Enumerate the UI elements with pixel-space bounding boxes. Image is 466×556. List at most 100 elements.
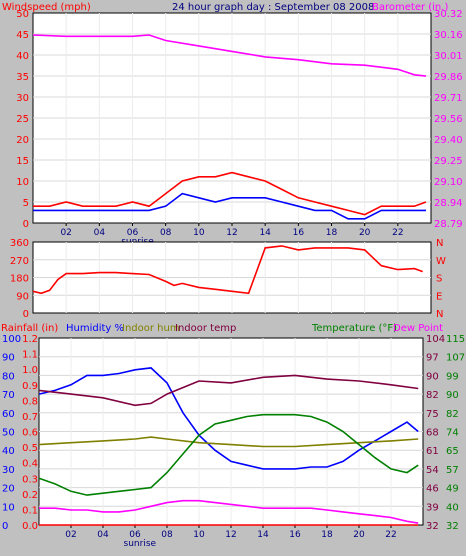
indoor-temp-tick-label: 32 [426, 521, 439, 532]
temperature-tick-label: 74 [446, 428, 459, 439]
windspeed-tick-label: 30 [16, 93, 29, 104]
direction-tick-label: 270 [10, 256, 29, 267]
temperature-tick-label: 90 [446, 390, 459, 401]
temperature-tick-label: 82 [446, 409, 459, 420]
barometer-axis-title: Barometer (in.) [372, 2, 448, 13]
wind-x-tick-label: 04 [94, 228, 106, 238]
temperature-tick-label: 99 [446, 371, 459, 382]
temperature-tick-label: 32 [446, 521, 459, 532]
windspeed-tick-label: 0 [23, 219, 29, 230]
barometer-tick-label: 29.71 [434, 93, 463, 104]
direction-tick-label: 360 [10, 238, 29, 249]
rainfall-tick-label: 0.2 [22, 490, 38, 501]
dewpoint-axis-title: Dew Point [393, 323, 443, 334]
windspeed-tick-label: 25 [16, 114, 29, 125]
barometer-tick-label: 29.56 [434, 114, 463, 125]
chart-title: 24 hour graph day : September 08 2008 [172, 2, 374, 13]
wind-x-tick-label: 10 [193, 228, 205, 238]
barometer-line [32, 34, 427, 77]
windspeed-tick-label: 50 [16, 9, 29, 20]
humidity-tick-label: 0 [2, 521, 8, 532]
wind-x-tick-label: 18 [326, 228, 338, 238]
temperature-tick-label: 107 [446, 353, 465, 364]
wind-x-tick-label: 06 [127, 228, 139, 238]
wind-x-tick-label: 14 [259, 228, 271, 238]
indoor-temp-tick-label: 54 [426, 465, 439, 476]
humidity-line [38, 367, 419, 470]
wind-x-tick-label: 08 [160, 228, 172, 238]
indoor-temp-tick-label: 90 [426, 371, 439, 382]
humidity-tick-label: 50 [2, 428, 15, 439]
indoor-temp-tick-label: 82 [426, 390, 439, 401]
compass-tick-label: W [436, 256, 446, 267]
compass-tick-label: E [436, 291, 442, 302]
humidity-x-tick-label: 20 [353, 530, 365, 540]
humidity-tick-label: 100 [2, 334, 21, 345]
temperature-tick-label: 49 [446, 484, 459, 495]
rainfall-tick-label: 0.6 [22, 428, 38, 439]
humidity-sunrise-label: sunrise [124, 539, 157, 549]
rainfall-tick-label: 0.8 [22, 396, 38, 407]
barometer-tick-label: 30.16 [434, 30, 463, 41]
indoor-temp-tick-label: 39 [426, 502, 439, 513]
windspeed-tick-label: 10 [16, 177, 29, 188]
rainfall-tick-label: 0.4 [22, 459, 38, 470]
rainfall-tick-label: 0.1 [22, 505, 38, 516]
indoor-temp-axis-title: Indoor temp [175, 323, 236, 334]
barometer-tick-label: 29.10 [434, 177, 463, 188]
barometer-tick-label: 29.40 [434, 135, 463, 146]
compass-tick-label: S [436, 274, 442, 285]
humidity-x-tick-label: 04 [97, 530, 109, 540]
humidity-axis-title: Humidity % [66, 323, 124, 334]
wind-x-tick-label: 12 [226, 228, 237, 238]
windspeed-tick-label: 45 [16, 30, 29, 41]
rainfall-tick-label: 0.5 [22, 443, 38, 454]
indoor-temp-line [38, 374, 419, 407]
compass-tick-label: N [436, 238, 443, 249]
dewpoint-line [39, 499, 419, 524]
windspeed-tick-label: 35 [16, 72, 29, 83]
wind-speed-line [33, 192, 426, 220]
barometer-tick-label: 28.79 [434, 219, 463, 230]
indoor-temp-tick-label: 46 [426, 484, 439, 495]
wind-gust-line [33, 171, 427, 216]
humidity-x-tick-label: 02 [65, 530, 76, 540]
wind-x-tick-label: 02 [60, 228, 71, 238]
humidity-tick-label: 10 [2, 502, 15, 513]
humidity-tick-label: 20 [2, 484, 15, 495]
humidity-tick-label: 70 [2, 390, 15, 401]
indoor-temp-tick-label: 104 [426, 334, 445, 345]
direction-tick-label: 0 [23, 309, 29, 320]
barometer-tick-label: 29.25 [434, 156, 463, 167]
rainfall-tick-label: 1.1 [22, 350, 38, 361]
direction-tick-label: 180 [10, 274, 29, 285]
rainfall-axis-title: Rainfall (in) [1, 323, 58, 334]
windspeed-tick-label: 5 [23, 198, 29, 209]
humidity-tick-label: 90 [2, 353, 15, 364]
indoor-temp-tick-label: 75 [426, 409, 439, 420]
indoor-temp-tick-label: 97 [426, 353, 439, 364]
humidity-tick-label: 80 [2, 371, 15, 382]
wind-direction-line [32, 245, 423, 295]
indoor-hum-line [38, 436, 419, 448]
humidity-x-tick-label: 18 [321, 530, 333, 540]
barometer-tick-label: 28.94 [434, 198, 463, 209]
humidity-x-tick-label: 22 [385, 530, 396, 540]
rainfall-tick-label: 1.0 [22, 365, 38, 376]
windspeed-tick-label: 20 [16, 135, 29, 146]
wind-x-tick-label: 22 [392, 228, 403, 238]
humidity-x-tick-label: 12 [225, 530, 236, 540]
humidity-x-tick-label: 08 [161, 530, 173, 540]
direction-tick-label: 90 [16, 291, 29, 302]
compass-tick-label: N [436, 309, 443, 320]
temperature-tick-label: 65 [446, 446, 459, 457]
windspeed-axis-title: Windspeed (mph) [2, 2, 91, 13]
humidity-x-tick-label: 10 [193, 530, 205, 540]
barometer-tick-label: 30.32 [434, 9, 463, 20]
temperature-axis-title: Temperature (°F) [311, 323, 397, 334]
rainfall-tick-label: 0.3 [22, 474, 38, 485]
rainfall-tick-label: 1.2 [22, 334, 38, 345]
temperature-tick-label: 115 [446, 334, 465, 345]
humidity-tick-label: 40 [2, 446, 15, 457]
